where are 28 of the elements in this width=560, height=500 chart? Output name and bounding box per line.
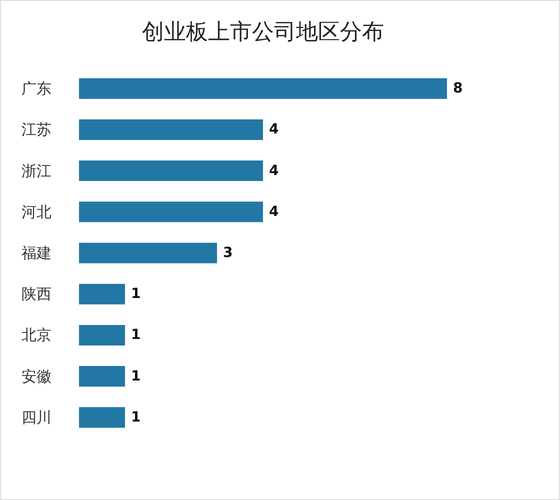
bar	[79, 284, 125, 304]
bar	[79, 202, 263, 222]
y-tick-label: 江苏	[22, 120, 52, 139]
bar	[79, 78, 447, 99]
bar	[79, 407, 125, 428]
bar	[79, 119, 263, 140]
data-label: 8	[453, 80, 463, 97]
data-label: 1	[131, 327, 141, 344]
bar	[79, 160, 263, 182]
y-tick-label: 广东	[22, 80, 52, 98]
y-tick-label: 浙江	[22, 162, 52, 180]
data-label: 1	[131, 409, 141, 426]
data-label: 1	[131, 286, 141, 302]
data-label: 4	[269, 162, 279, 179]
chart-title: 创业板上市公司地区分布	[142, 20, 384, 45]
data-label: 3	[223, 245, 233, 261]
y-tick-label: 陕西	[22, 285, 52, 304]
bar	[79, 366, 125, 387]
y-tick-label: 福建	[22, 244, 52, 262]
bar	[79, 242, 217, 264]
y-tick-label: 安徽	[22, 367, 52, 386]
y-tick-label: 北京	[22, 326, 52, 344]
data-label: 4	[269, 204, 279, 220]
y-tick-label: 四川	[22, 408, 52, 426]
y-tick-label: 河北	[22, 202, 52, 221]
data-label: 4	[269, 122, 279, 138]
bar	[79, 324, 125, 346]
data-label: 1	[131, 368, 141, 384]
